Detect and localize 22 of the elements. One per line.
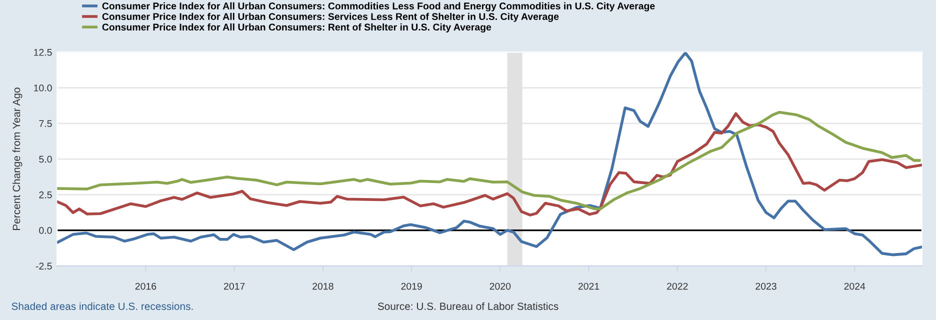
x-tick-label: 2017 <box>224 282 245 290</box>
source-note: Source: U.S. Bureau of Labor Statistics <box>378 302 558 310</box>
x-tick-label: 2016 <box>135 282 156 290</box>
y-tick-label: 5.0 <box>39 156 52 163</box>
x-tick-label: 2019 <box>401 282 422 290</box>
y-tick-label: 7.5 <box>39 120 52 128</box>
y-tick-label: 0.0 <box>39 227 52 234</box>
x-tick-label: 2024 <box>844 282 866 290</box>
legend-label: Consumer Price Index for All Urban Consumers: Rent of Shelter in U.S. City Average <box>102 23 492 33</box>
y-tick-label: 2.5 <box>39 191 52 198</box>
x-tick-label: 2018 <box>312 282 334 290</box>
y-tick-label: -2.5 <box>36 262 52 270</box>
legend-label: Consumer Price Index for All Urban Consumers: Services Less Rent of Shelter in U.S. City Average <box>102 12 559 22</box>
x-tick-label: 2021 <box>578 282 600 290</box>
y-tick-label: 10.0 <box>34 84 52 92</box>
x-tick-label: 2020 <box>490 282 511 290</box>
x-tick-label: 2023 <box>756 282 776 290</box>
y-tick-label: 12.5 <box>34 48 52 56</box>
text: Shaded areas indicate U.S. recessions. <box>12 302 193 310</box>
x-tick-label: 2022 <box>667 282 688 290</box>
legend-label: Consumer Price Index for All Urban Consumers: Commodities Less Food and Energy Commodities in U.S. City Average <box>102 2 655 12</box>
y-axis-title: Percent Change from Year Ago <box>12 88 22 230</box>
